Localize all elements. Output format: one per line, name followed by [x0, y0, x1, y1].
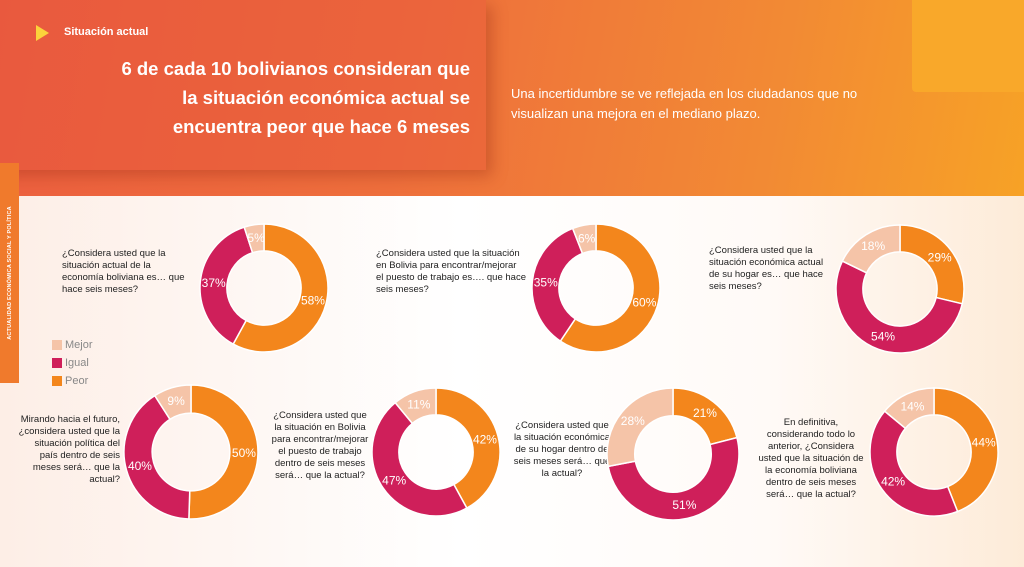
donut-value-label: 28%: [621, 414, 645, 428]
legend-item-igual: Igual: [52, 354, 93, 372]
donut-value-label: 5%: [247, 231, 265, 245]
subheadline: Una incertidumbre se ve reflejada en los…: [511, 86, 858, 121]
donut-value-label: 14%: [900, 399, 924, 413]
donut-value-label: 9%: [167, 394, 185, 408]
donut-slice-peor: [933, 387, 999, 513]
donut-value-label: 18%: [861, 239, 885, 253]
donut-value-label: 60%: [632, 296, 656, 310]
donut-slice-mejor: [153, 384, 192, 421]
legend-item-peor: Peor: [52, 372, 93, 390]
question-4: Mirando hacia el futuro, ¿considera uste…: [18, 414, 120, 485]
donut-value-label: 35%: [534, 276, 558, 290]
question-5: ¿Considera usted que la situación en Bol…: [271, 410, 369, 481]
donut-slice-igual: [835, 260, 964, 354]
legend: Mejor Igual Peor: [52, 336, 93, 390]
donut-slice-mejor: [571, 223, 597, 255]
donut-value-label: 21%: [693, 406, 717, 420]
side-tab: ACTUALIDAD ECONÓMICA SOCIAL Y POLÍTICA: [0, 163, 19, 383]
section-label: Situación actual: [64, 26, 149, 38]
donut-slice-peor: [232, 223, 329, 353]
donut-value-label: 29%: [928, 251, 952, 265]
header-banner: [0, 0, 1024, 196]
donut-value-label: 50%: [232, 446, 256, 460]
donut-value-label: 40%: [128, 459, 152, 473]
donut-slice-peor: [559, 223, 661, 353]
legend-label: Igual: [65, 357, 89, 369]
corner-decoration: [912, 0, 1024, 92]
donut-slice-mejor: [606, 387, 674, 468]
question-2: ¿Considera usted que la situación en Bol…: [376, 248, 526, 295]
donut-slice-peor: [188, 384, 259, 520]
donut-slice-peor: [435, 387, 501, 510]
play-icon: [36, 25, 49, 41]
donut-slice-igual: [607, 436, 740, 521]
legend-swatch: [52, 358, 62, 368]
legend-swatch: [52, 376, 62, 386]
donut-value-label: 42%: [881, 475, 905, 489]
legend-swatch: [52, 340, 62, 350]
question-1: ¿Considera usted que la situación actual…: [62, 248, 185, 295]
donut-value-label: 11%: [407, 397, 430, 411]
donut-value-label: 54%: [871, 330, 895, 344]
title-panel: [0, 0, 486, 170]
donut-value-label: 58%: [301, 294, 325, 308]
donut-slice-mejor: [394, 387, 437, 425]
donut-value-label: 44%: [972, 436, 996, 450]
donut-slice-mejor: [243, 223, 265, 254]
donut-slice-mejor: [841, 224, 901, 274]
donut-value-label: 51%: [672, 498, 696, 512]
donut-slice-igual: [371, 401, 468, 517]
donut-slice-igual: [199, 226, 254, 346]
question-6: ¿Considera usted que la situación económ…: [513, 420, 611, 479]
legend-item-mejor: Mejor: [52, 336, 93, 354]
donut-value-label: 42%: [473, 432, 497, 446]
donut-slice-igual: [869, 410, 959, 517]
donut-value-label: 37%: [202, 276, 226, 290]
legend-label: Peor: [65, 375, 89, 387]
question-7: En definitiva, considerando todo lo ante…: [758, 417, 864, 500]
legend-label: Mejor: [65, 339, 93, 351]
headline: 6 de cada 10 bolivianos consideran que l…: [121, 58, 470, 137]
donut-value-label: 6%: [578, 231, 596, 245]
donut-slice-igual: [123, 394, 191, 520]
question-3: ¿Considera usted que la situación económ…: [709, 245, 824, 292]
donut-value-label: 47%: [382, 473, 406, 487]
donut-slice-mejor: [883, 387, 935, 430]
donut-slice-igual: [531, 227, 584, 343]
